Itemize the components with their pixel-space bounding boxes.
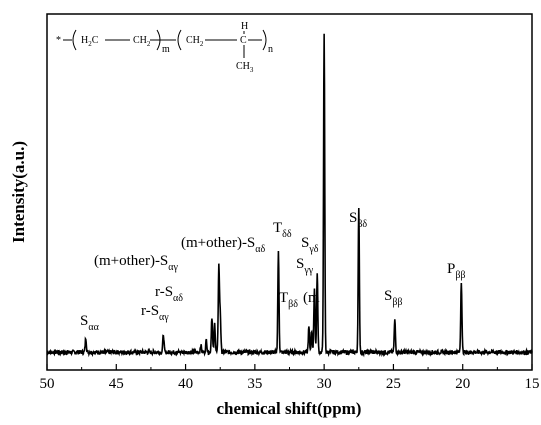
x-tick-label: 45 — [109, 376, 124, 392]
polymer-structure: * H2C CH2 m CH2 H C CH3 n — [56, 21, 273, 74]
peak-label: Pββ — [447, 261, 466, 281]
x-tick-label: 30 — [317, 376, 332, 392]
svg-text:m: m — [162, 44, 170, 55]
peak-label: Sαα — [80, 313, 100, 333]
peak-label: Tδδ — [273, 220, 292, 240]
peak-label: (m+other)-Sαγ — [94, 253, 179, 273]
svg-text:*: * — [56, 35, 61, 46]
peak-label: r-Sαγ — [141, 303, 169, 323]
x-axis-title: chemical shift(ppm) — [217, 399, 362, 418]
x-tick-label: 50 — [40, 376, 55, 392]
peak-label: (m+other)-Sαδ — [181, 235, 266, 255]
x-tick-label: 35 — [247, 376, 262, 392]
svg-text:H2C: H2C — [81, 35, 99, 48]
x-tick-label: 15 — [525, 376, 540, 392]
svg-text:CH2: CH2 — [186, 35, 204, 48]
x-axis-ticks: 50 45 40 35 30 25 20 15 — [40, 364, 540, 392]
plot-frame — [46, 13, 533, 371]
spectrum-line — [46, 33, 533, 358]
peak-label: Sββ — [384, 288, 403, 308]
peak-label: Sγγ — [296, 256, 314, 276]
svg-text:n: n — [268, 44, 273, 55]
svg-text:H: H — [241, 21, 248, 32]
x-tick-label: 25 — [386, 376, 401, 392]
svg-text:CH3: CH3 — [236, 61, 254, 74]
svg-text:CH2: CH2 — [133, 35, 151, 48]
svg-text:C: C — [240, 35, 247, 46]
x-tick-label: 20 — [455, 376, 470, 392]
peak-label: Sβδ — [349, 210, 367, 230]
peak-label: (m — [303, 290, 320, 306]
peak-label: r-Sαδ — [155, 284, 183, 304]
peak-label: Tβδ — [279, 290, 298, 310]
peak-label: Sγδ — [301, 235, 319, 255]
y-axis-title: Intensity(a.u.) — [9, 141, 28, 243]
x-tick-label: 40 — [178, 376, 193, 392]
